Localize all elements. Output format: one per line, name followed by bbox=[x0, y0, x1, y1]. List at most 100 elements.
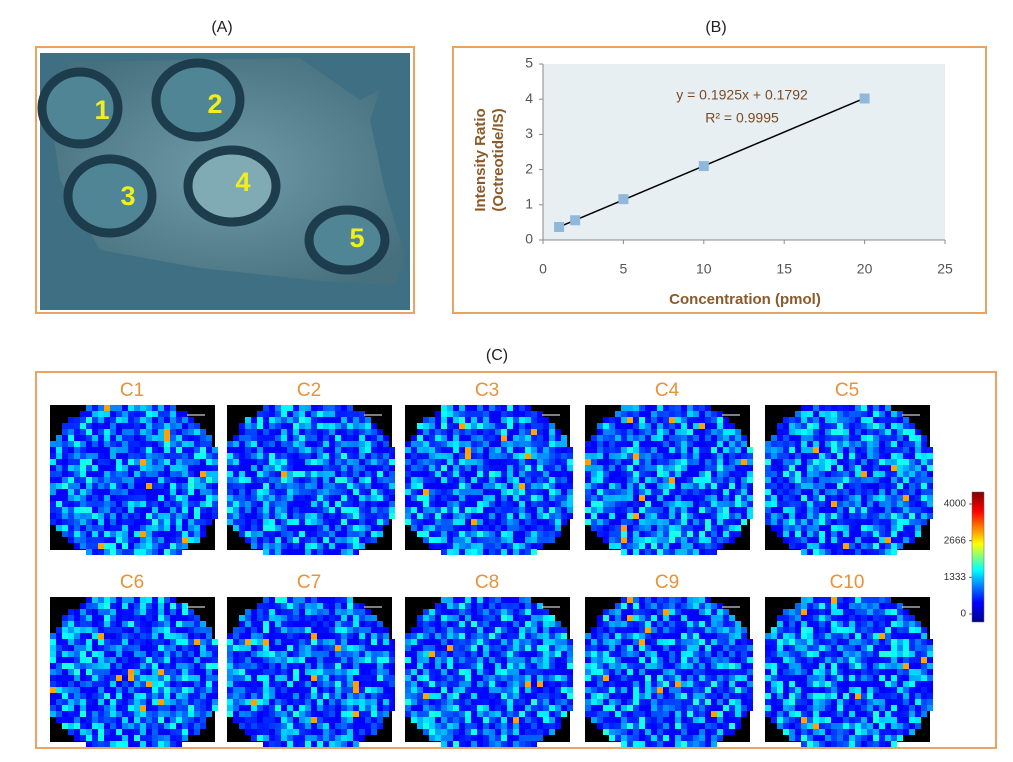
pixel bbox=[423, 537, 429, 543]
pixel bbox=[206, 663, 212, 669]
pixel bbox=[441, 699, 447, 705]
pixel bbox=[281, 597, 287, 603]
pixel bbox=[765, 477, 771, 483]
pixel bbox=[465, 687, 471, 693]
pixel bbox=[287, 681, 293, 687]
pixel bbox=[317, 597, 323, 603]
pixel bbox=[543, 471, 549, 477]
pixel bbox=[447, 723, 453, 729]
pixel bbox=[621, 513, 627, 519]
pixel bbox=[459, 447, 465, 453]
pixel bbox=[891, 453, 897, 459]
pixel bbox=[507, 513, 513, 519]
pixel bbox=[537, 441, 543, 447]
pixel bbox=[441, 477, 447, 483]
pixel bbox=[311, 621, 317, 627]
pixel bbox=[158, 411, 164, 417]
pixel bbox=[639, 525, 645, 531]
pixel bbox=[825, 531, 831, 537]
pixel bbox=[633, 435, 639, 441]
pixel bbox=[335, 513, 341, 519]
pixel bbox=[465, 483, 471, 489]
pixel bbox=[50, 651, 56, 657]
pixel bbox=[335, 669, 341, 675]
pixel bbox=[269, 597, 275, 603]
pixel bbox=[459, 657, 465, 663]
pixel bbox=[555, 651, 561, 657]
pixel bbox=[56, 447, 62, 453]
pixel bbox=[411, 435, 417, 441]
pixel bbox=[501, 627, 507, 633]
pixel bbox=[627, 429, 633, 435]
pixel bbox=[465, 411, 471, 417]
pixel bbox=[417, 429, 423, 435]
pixel bbox=[615, 471, 621, 477]
pixel bbox=[287, 693, 293, 699]
pixel bbox=[134, 675, 140, 681]
pixel bbox=[531, 429, 537, 435]
pixel bbox=[897, 441, 903, 447]
pixel bbox=[435, 423, 441, 429]
pixel bbox=[633, 453, 639, 459]
pixel bbox=[501, 405, 507, 411]
pixel bbox=[251, 735, 257, 741]
pixel bbox=[134, 705, 140, 711]
pixel bbox=[639, 537, 645, 543]
pixel bbox=[603, 519, 609, 525]
pixel bbox=[359, 621, 365, 627]
pixel bbox=[621, 417, 627, 423]
pixel bbox=[305, 501, 311, 507]
pixel bbox=[98, 699, 104, 705]
pixel bbox=[281, 615, 287, 621]
pixel bbox=[435, 453, 441, 459]
pixel bbox=[257, 633, 263, 639]
pixel bbox=[885, 543, 891, 549]
pixel bbox=[299, 723, 305, 729]
pixel bbox=[633, 549, 639, 555]
pixel bbox=[699, 513, 705, 519]
pixel bbox=[257, 651, 263, 657]
pixel bbox=[128, 507, 134, 513]
pixel bbox=[453, 603, 459, 609]
pixel bbox=[251, 459, 257, 465]
pixel bbox=[495, 621, 501, 627]
pixel bbox=[287, 735, 293, 741]
pixel bbox=[86, 609, 92, 615]
pixel bbox=[275, 471, 281, 477]
pixel bbox=[377, 669, 383, 675]
pixel bbox=[140, 423, 146, 429]
pixel bbox=[669, 519, 675, 525]
pixel bbox=[417, 531, 423, 537]
pixel bbox=[353, 669, 359, 675]
pixel bbox=[383, 693, 389, 699]
pixel bbox=[164, 729, 170, 735]
pixel bbox=[116, 609, 122, 615]
pixel bbox=[621, 405, 627, 411]
pixel bbox=[152, 639, 158, 645]
pixel bbox=[329, 597, 335, 603]
pixel bbox=[365, 453, 371, 459]
pixel bbox=[158, 627, 164, 633]
pixel bbox=[311, 537, 317, 543]
pixel bbox=[489, 531, 495, 537]
pixel bbox=[903, 525, 909, 531]
pixel bbox=[531, 693, 537, 699]
pixel bbox=[879, 543, 885, 549]
pixel bbox=[819, 549, 825, 555]
pixel bbox=[411, 477, 417, 483]
pixel bbox=[459, 483, 465, 489]
pixel bbox=[669, 495, 675, 501]
pixel bbox=[269, 729, 275, 735]
pixel bbox=[861, 411, 867, 417]
pixel bbox=[251, 453, 257, 459]
pixel bbox=[909, 531, 915, 537]
pixel bbox=[471, 663, 477, 669]
pixel bbox=[471, 627, 477, 633]
pixel bbox=[717, 459, 723, 465]
pixel bbox=[275, 513, 281, 519]
pixel bbox=[80, 441, 86, 447]
pixel bbox=[251, 417, 257, 423]
pixel bbox=[281, 429, 287, 435]
pixel bbox=[459, 453, 465, 459]
pixel bbox=[879, 501, 885, 507]
